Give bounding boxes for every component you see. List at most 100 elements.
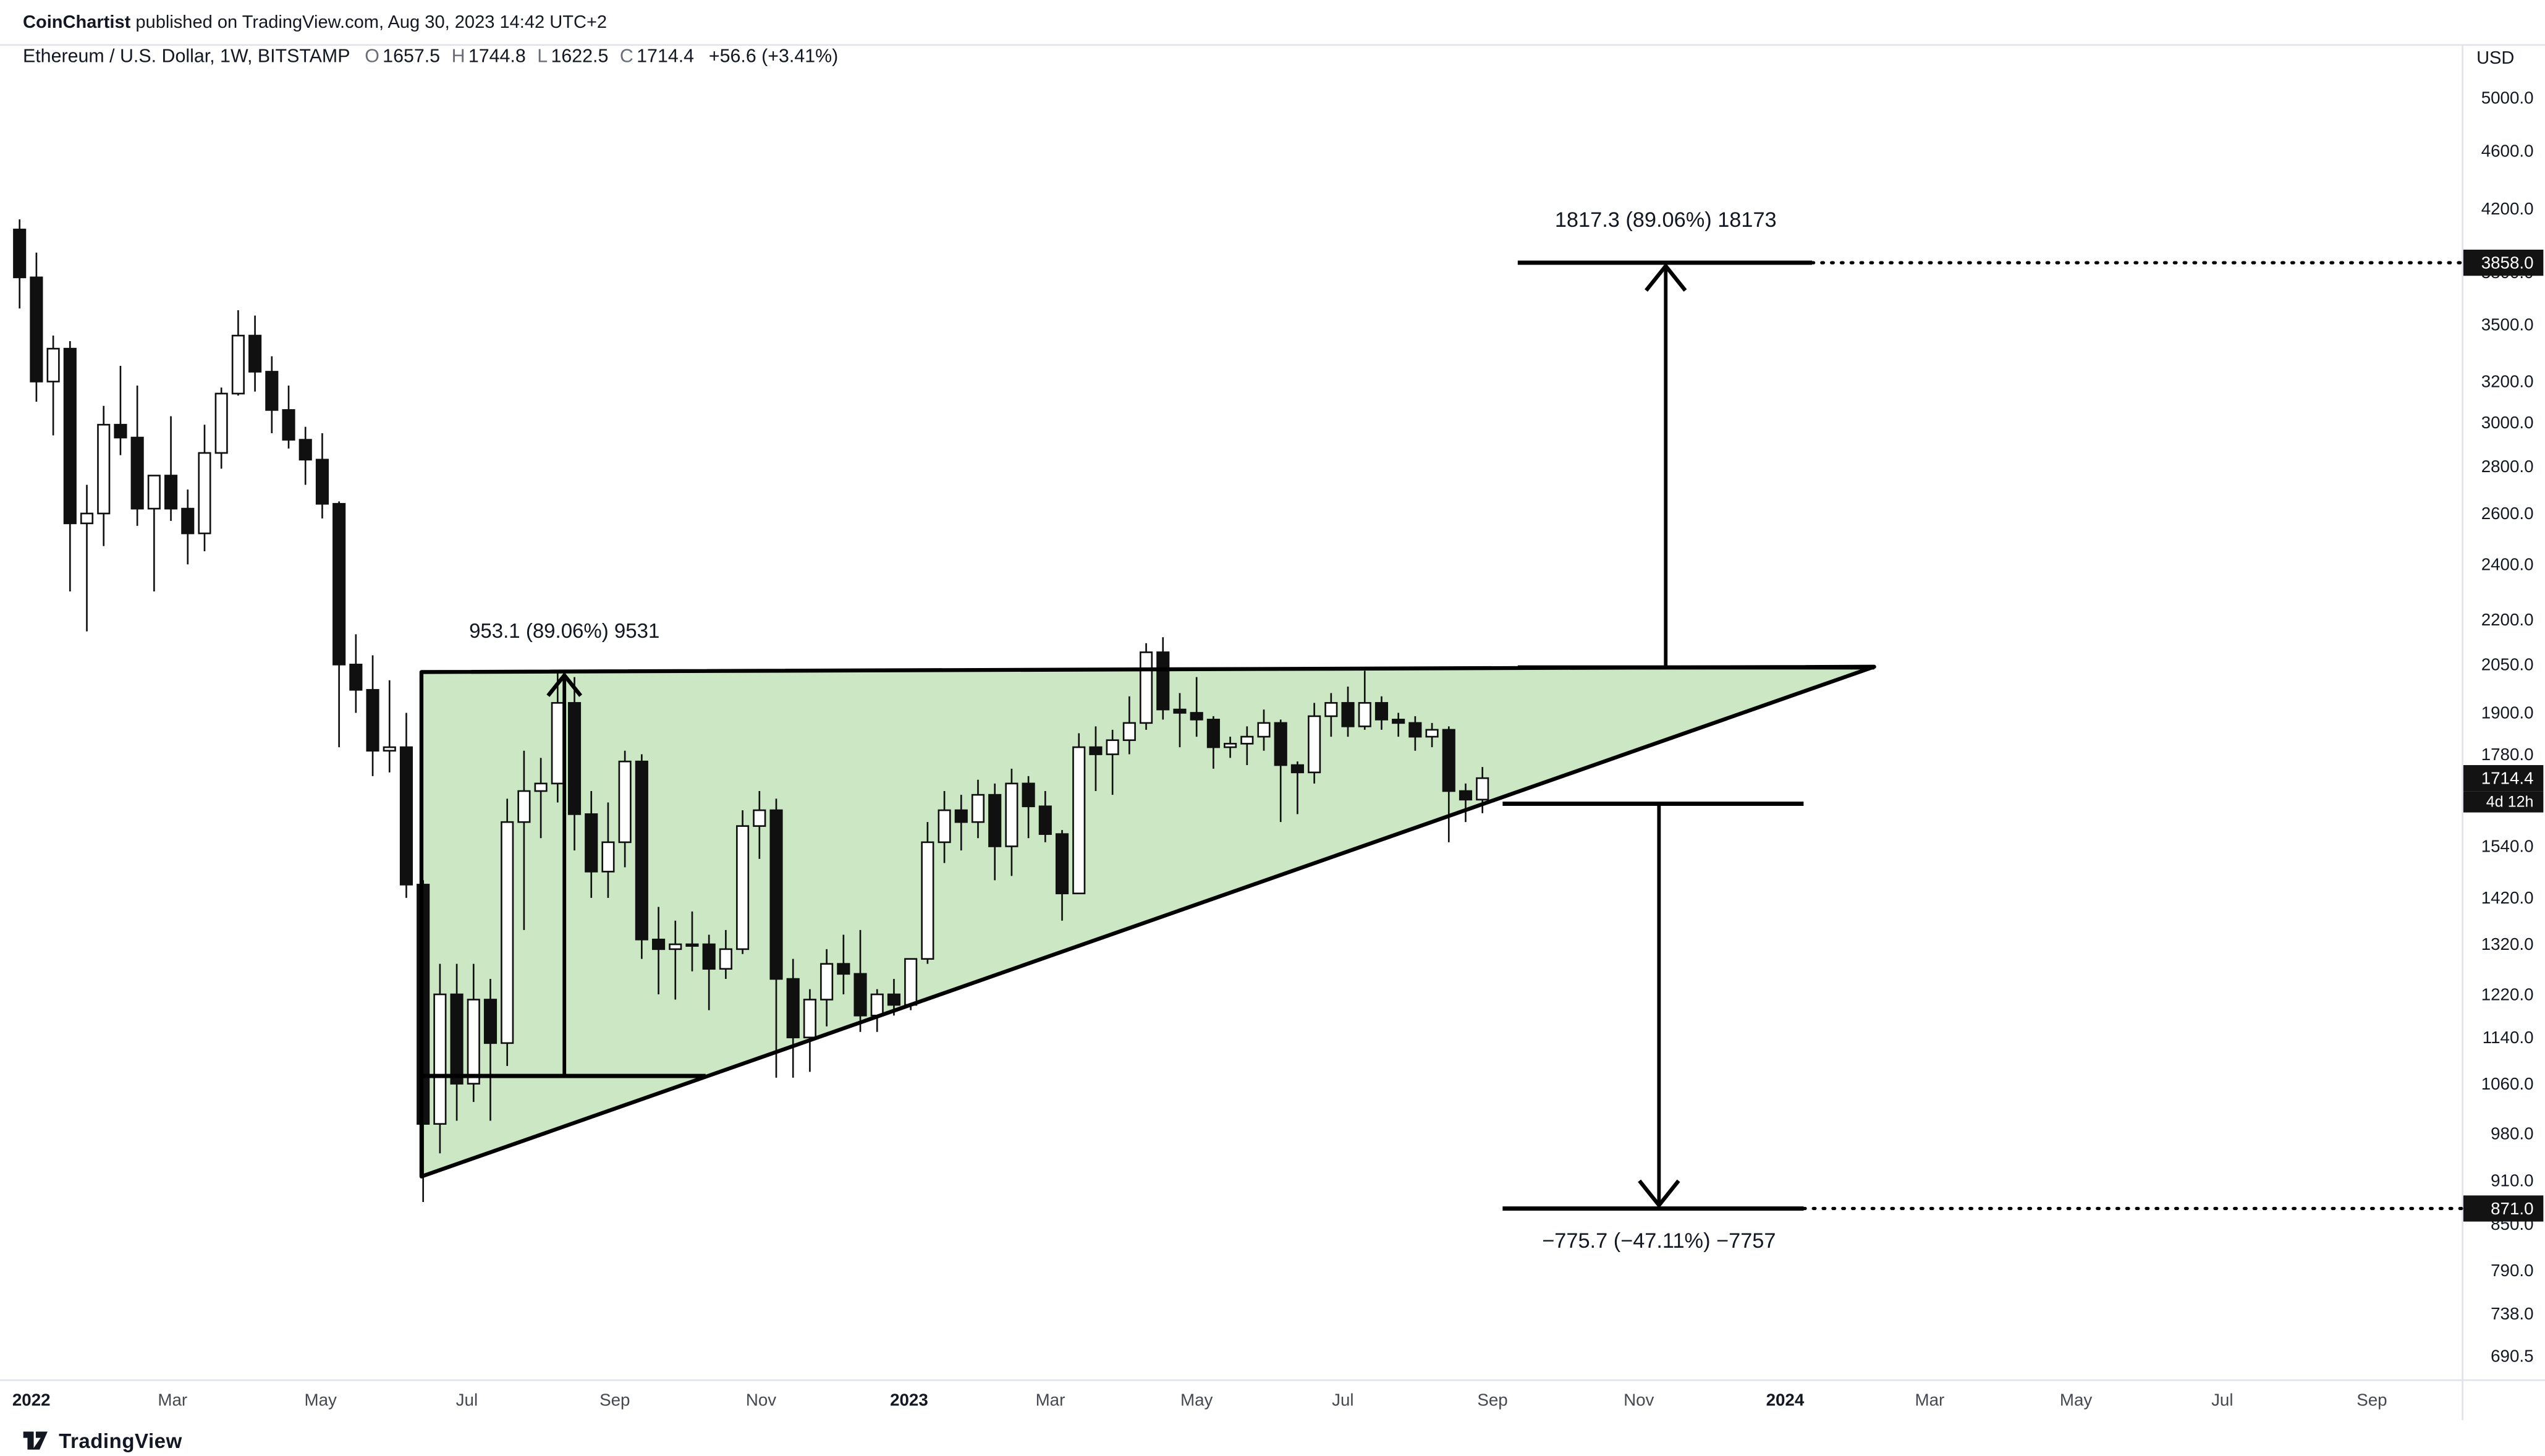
candle[interactable] <box>46 336 60 436</box>
candle[interactable] <box>181 489 195 565</box>
candle[interactable] <box>635 754 648 959</box>
candle[interactable] <box>114 366 127 455</box>
candle[interactable] <box>904 958 918 1010</box>
candle[interactable] <box>1257 709 1271 751</box>
candle-body <box>1106 739 1119 755</box>
candle[interactable] <box>332 501 346 748</box>
measure-up-drawing[interactable]: 1817.3 (89.06%) 18173 <box>1517 208 2463 670</box>
candle[interactable] <box>231 310 245 396</box>
candle[interactable] <box>299 426 312 485</box>
candle[interactable] <box>265 356 279 434</box>
candle[interactable] <box>820 949 834 1026</box>
candle[interactable] <box>282 385 295 449</box>
candle[interactable] <box>1442 726 1455 842</box>
candle[interactable] <box>954 795 968 851</box>
candle[interactable] <box>1005 768 1018 876</box>
candle[interactable] <box>1341 687 1355 737</box>
candle[interactable] <box>1392 713 1405 737</box>
candle[interactable] <box>1072 733 1086 895</box>
candle[interactable] <box>1156 637 1170 720</box>
candle[interactable] <box>1425 722 1439 748</box>
candle[interactable] <box>1290 761 1304 815</box>
candle[interactable] <box>433 963 447 1154</box>
candle[interactable] <box>736 810 750 954</box>
candle[interactable] <box>63 341 77 592</box>
candle[interactable] <box>1408 716 1422 751</box>
candle[interactable] <box>30 252 43 402</box>
candle[interactable] <box>450 963 464 1121</box>
candle[interactable] <box>585 791 598 898</box>
candle[interactable] <box>130 385 144 526</box>
candle[interactable] <box>517 750 531 930</box>
measure-down-drawing[interactable]: −775.7 (−47.11%) −7757 <box>1502 802 2463 1253</box>
candle[interactable] <box>988 783 1002 881</box>
candle[interactable] <box>769 798 783 1078</box>
candle[interactable] <box>1139 643 1153 730</box>
candle[interactable] <box>1308 703 1321 784</box>
candle[interactable] <box>248 315 262 392</box>
candle[interactable] <box>1055 830 1069 921</box>
candle[interactable] <box>567 677 582 851</box>
candle[interactable] <box>366 655 379 776</box>
candle-body <box>467 999 480 1085</box>
currency-label[interactable]: USD <box>2476 49 2515 69</box>
candle[interactable] <box>399 713 413 898</box>
candle[interactable] <box>1038 791 1052 842</box>
candle[interactable] <box>147 475 161 592</box>
candle[interactable] <box>669 920 682 1000</box>
candle[interactable] <box>803 989 816 1072</box>
candle[interactable] <box>501 798 514 1066</box>
measure-inside-drawing[interactable]: 953.1 (89.06%) 9531 <box>421 619 706 1078</box>
candle[interactable] <box>870 989 884 1032</box>
triangle-border[interactable] <box>419 664 1876 1179</box>
candle[interactable] <box>938 791 951 863</box>
candle[interactable] <box>1459 783 1473 823</box>
candle[interactable] <box>753 791 766 859</box>
candle[interactable] <box>837 934 850 995</box>
candle[interactable] <box>1224 737 1237 758</box>
candle[interactable] <box>13 219 27 309</box>
candle[interactable] <box>97 405 111 546</box>
candle[interactable] <box>534 758 548 839</box>
candle[interactable] <box>853 929 867 1032</box>
candle-body <box>1190 712 1203 721</box>
candle[interactable] <box>685 911 699 971</box>
candle[interactable] <box>719 929 732 980</box>
candle[interactable] <box>1374 696 1389 730</box>
candle[interactable] <box>80 485 94 632</box>
candle[interactable] <box>971 779 985 839</box>
price-scale[interactable]: 5000.04600.04200.03800.03500.03200.03000… <box>2481 88 2534 1366</box>
candle[interactable] <box>315 433 329 518</box>
tradingview-logo-icon[interactable] <box>21 1427 49 1455</box>
candle[interactable] <box>383 680 396 772</box>
time-scale[interactable]: 2022 Mar May Jul Sep Nov 2023 Mar May Jul Sep Nov 20… <box>12 1390 2387 1409</box>
candle[interactable] <box>1358 671 1371 730</box>
symbol-title[interactable]: Ethereum / U.S. Dollar, 1W, BITSTAMP <box>22 47 350 67</box>
brand-name[interactable]: TradingView <box>59 1429 182 1452</box>
candle[interactable] <box>1190 677 1203 737</box>
candle[interactable] <box>921 822 934 964</box>
candle[interactable] <box>651 907 666 995</box>
candle[interactable] <box>1089 726 1103 792</box>
candle[interactable] <box>601 802 615 898</box>
candle[interactable] <box>618 750 632 868</box>
candle[interactable] <box>349 634 363 713</box>
candle[interactable] <box>214 387 228 469</box>
candle[interactable] <box>1022 776 1035 839</box>
candle[interactable] <box>198 425 211 552</box>
candle[interactable] <box>467 963 480 1103</box>
candle[interactable] <box>1173 693 1187 748</box>
candle[interactable] <box>1324 693 1338 737</box>
candle[interactable] <box>551 671 564 803</box>
candle[interactable] <box>702 934 716 1010</box>
candle[interactable] <box>164 416 178 521</box>
candle[interactable] <box>483 979 498 1121</box>
candle[interactable] <box>1206 716 1220 769</box>
triangle-pattern-drawing[interactable] <box>419 664 1876 1179</box>
candle[interactable] <box>1240 726 1254 766</box>
candle[interactable] <box>1106 729 1119 795</box>
candle[interactable] <box>786 959 800 1078</box>
candle[interactable] <box>1122 696 1136 755</box>
candle[interactable] <box>1274 719 1287 823</box>
